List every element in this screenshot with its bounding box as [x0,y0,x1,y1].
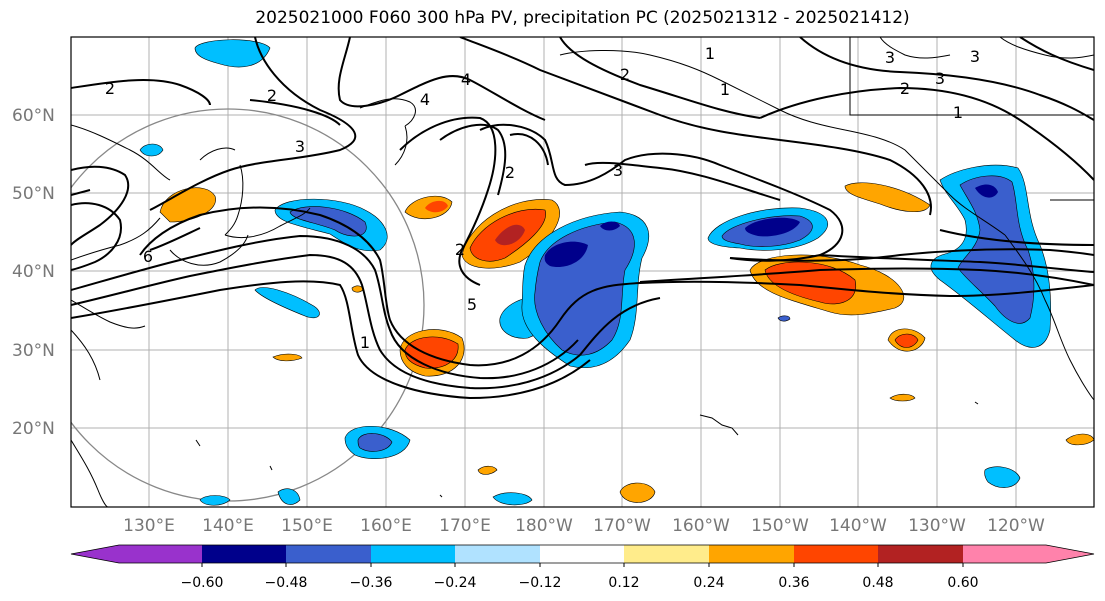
colorbar-tick-label: 0.12 [608,575,639,591]
contour-labels: 2 2 3 4 1 1 4 2 3 1 3 2 3 2 3 5 1 6 2 [105,44,980,352]
lat-label: 50°N [12,184,55,204]
lon-label: 160°W [672,516,730,536]
lat-label: 40°N [12,262,55,282]
lon-label: 160°E [360,516,412,536]
colorbar-segment [709,545,794,563]
contour-label: 1 [720,80,730,99]
contour-label: 3 [295,137,305,156]
lon-label: 140°E [202,516,254,536]
lon-label: 170°E [439,516,491,536]
colorbar-segment [286,545,371,563]
colorbar-segment [119,545,202,563]
colorbar-segment [963,545,1046,563]
colorbar-tick-label: −0.36 [350,575,393,591]
colorbar-tick-label: 0.48 [862,575,893,591]
lon-label: 130°E [123,516,175,536]
contour-label: 5 [467,295,477,314]
contour-label: 2 [900,79,910,98]
colorbar-segment [371,545,455,563]
lat-label: 20°N [12,419,55,439]
colorbar-labels: −0.60 −0.48 −0.36 −0.24 −0.12 0.12 0.24 … [181,575,979,591]
lon-label: 170°W [593,516,651,536]
colorbar-tick-label: −0.24 [434,575,477,591]
contour-label: 1 [953,103,963,122]
contour-label: 4 [420,90,430,109]
colorbar-extend-max [1046,545,1094,563]
contour-label: 6 [143,247,153,266]
map-title: 2025021000 F060 300 hPa PV, precipitatio… [255,8,910,28]
colorbar-extend-min [71,545,119,563]
contour-label: 1 [705,44,715,63]
colorbar-segment [540,545,624,563]
contour-label: 3 [885,48,895,67]
lon-label: 120°W [987,516,1045,536]
colorbar-segment [624,545,709,563]
contour-label: 2 [505,163,515,182]
contour-label: 3 [935,69,945,88]
colorbar-tick-label: 0.60 [947,575,978,591]
colorbar [70,544,1095,567]
colorbar-outline [70,544,1095,564]
contour-label: 2 [620,65,630,84]
lon-label: 150°E [281,516,333,536]
colorbar-segment [202,545,286,563]
colorbar-tick-label: −0.12 [519,575,562,591]
lat-label: 30°N [12,341,55,361]
latitude-labels: 60°N 50°N 40°N 30°N 20°N [12,106,55,439]
lat-label: 60°N [12,106,55,126]
lon-label: 130°W [908,516,966,536]
lon-label: 180°W [515,516,573,536]
colorbar-tick-label: 0.24 [693,575,724,591]
contour-label: 2 [105,79,115,98]
lon-label: 150°W [751,516,809,536]
map-frame [70,36,1095,508]
contour-label: 1 [360,333,370,352]
colorbar-segment [878,545,963,563]
colorbar-tick-label: −0.48 [265,575,308,591]
longitude-labels: 130°E 140°E 150°E 160°E 170°E 180°W 170°… [123,516,1045,536]
colorbar-tick-label: −0.60 [181,575,224,591]
lon-label: 140°W [829,516,887,536]
colorbar-tick-label: 0.36 [778,575,809,591]
colorbar-segment [794,545,878,563]
colorbar-segment [455,545,540,563]
contour-label: 4 [461,70,471,89]
contour-label: 3 [613,161,623,180]
contour-label: 3 [970,47,980,66]
contour-label: 2 [267,86,277,105]
contour-label: 2 [455,240,465,259]
pv-contours [71,37,1094,400]
